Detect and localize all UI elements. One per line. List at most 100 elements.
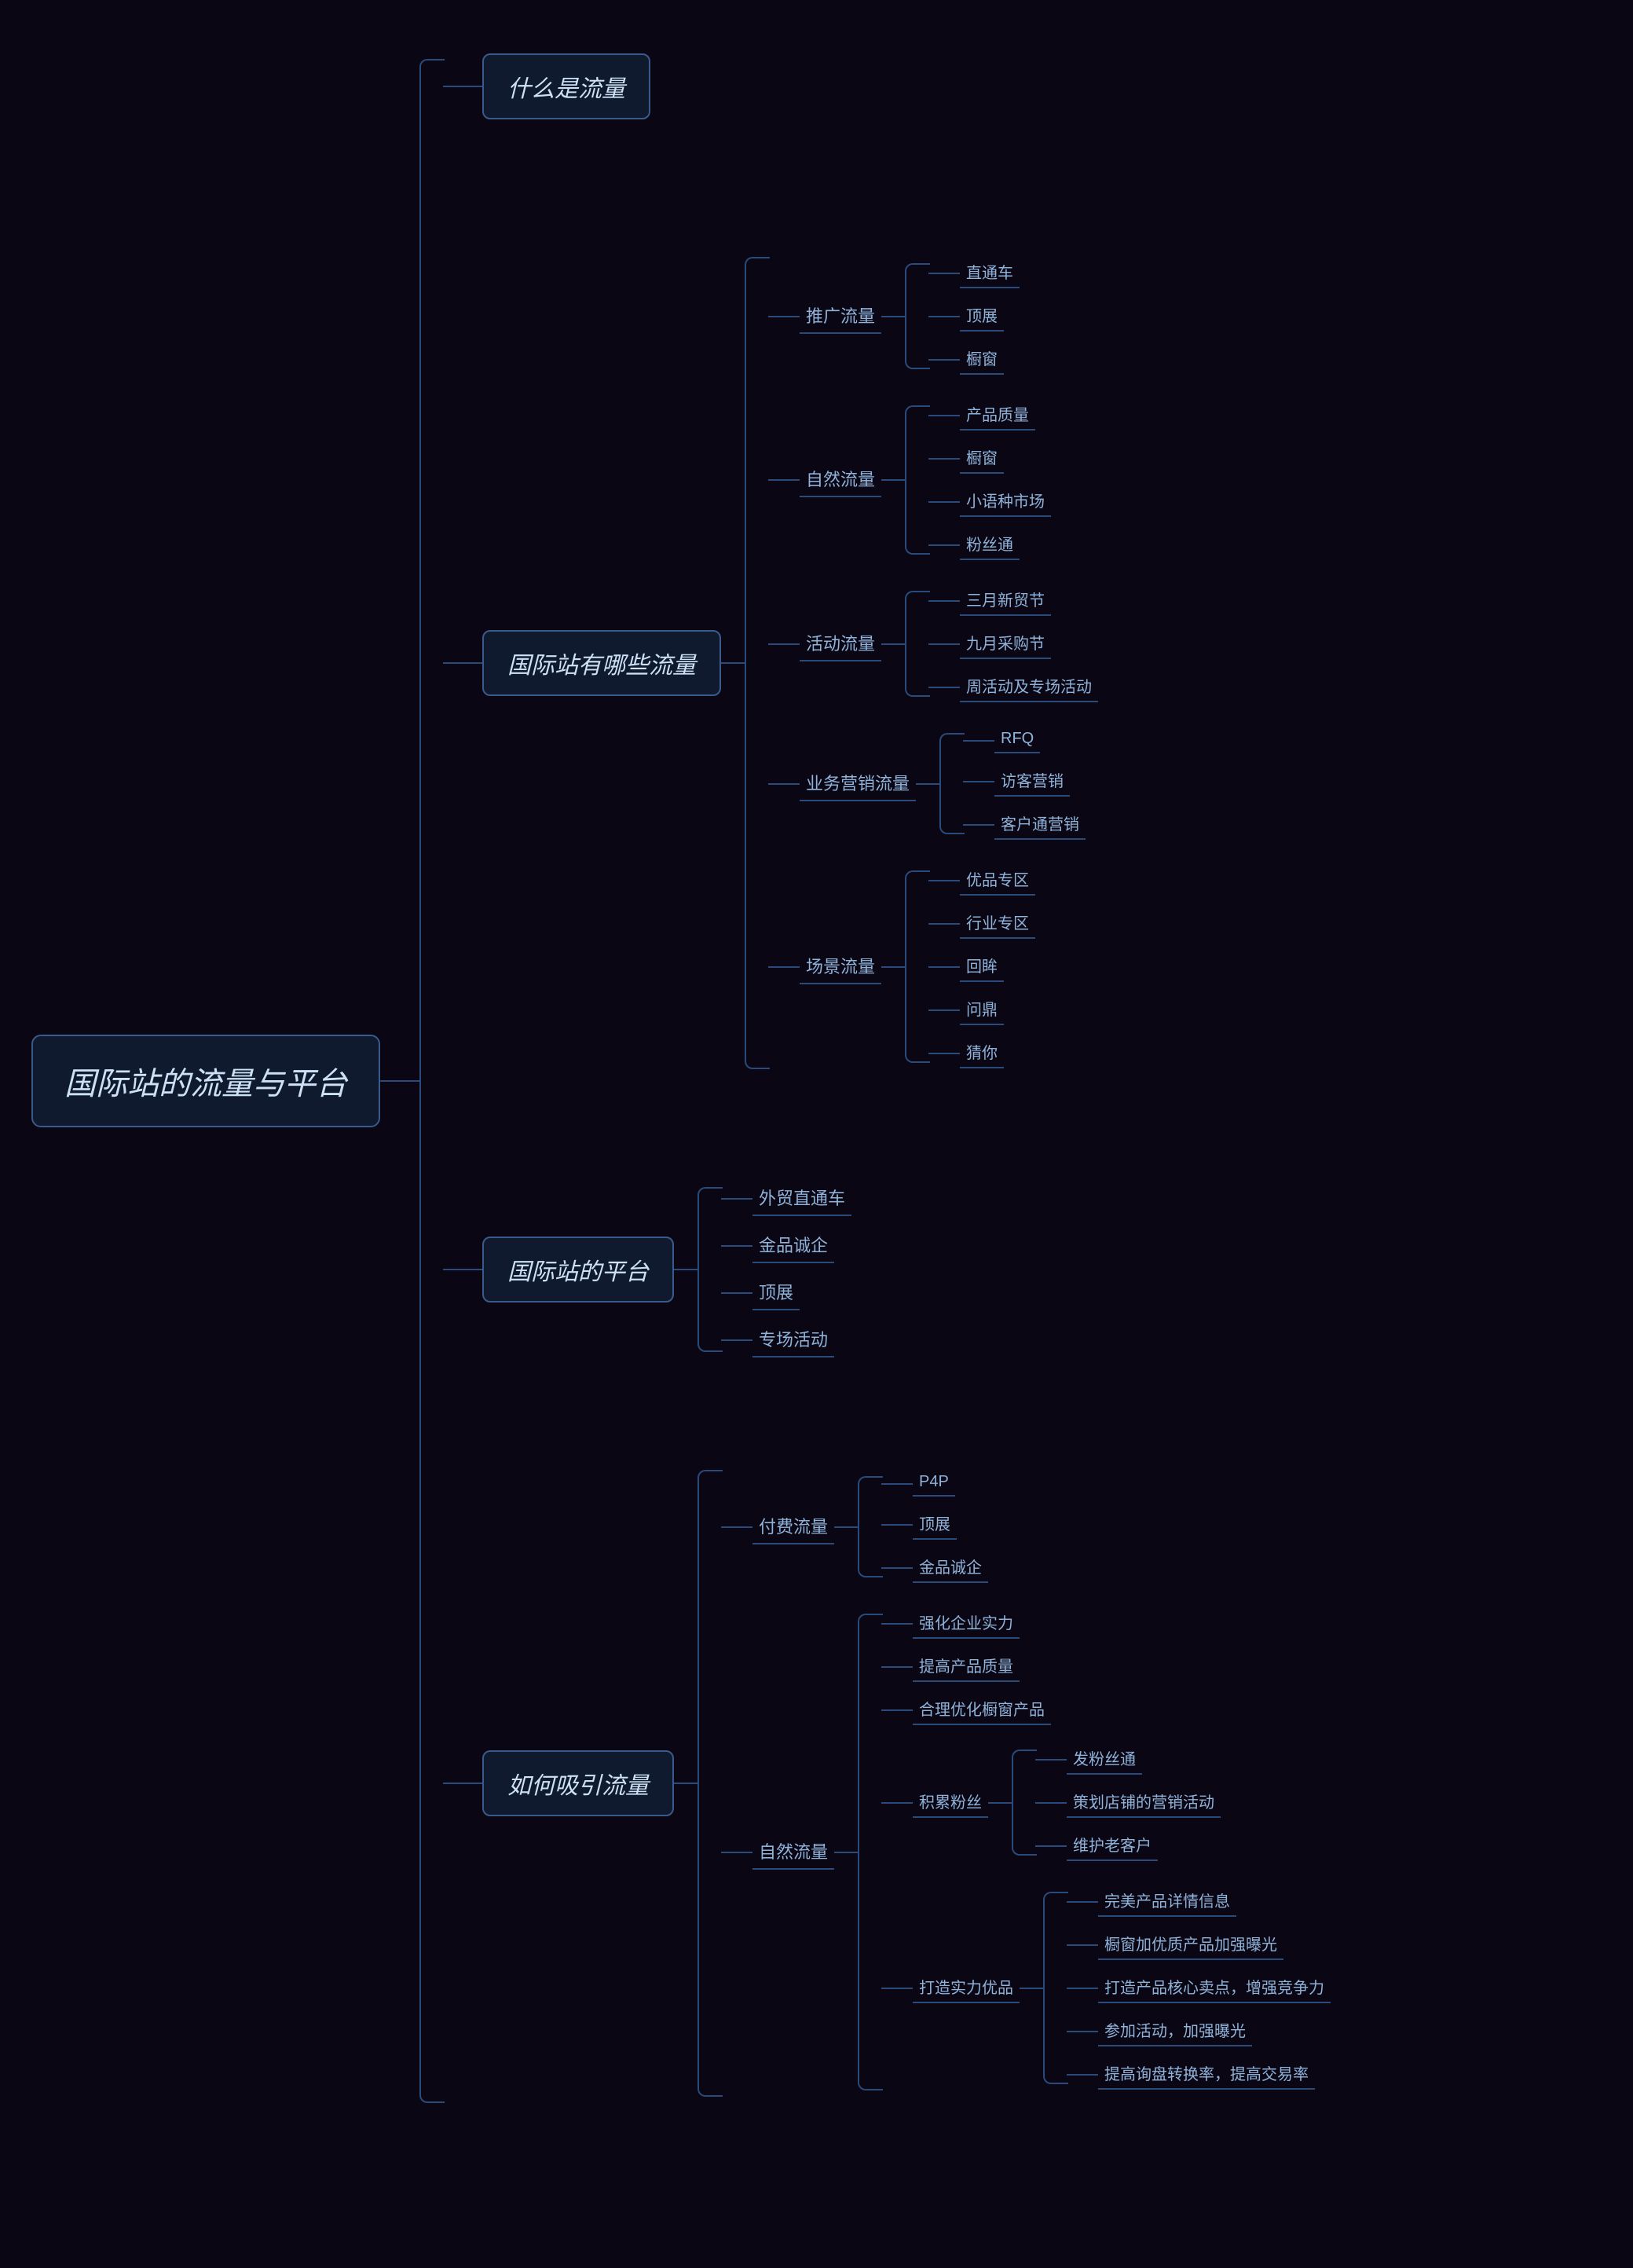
- l3-node[interactable]: 场景流量: [800, 950, 881, 984]
- leaf-row: 橱窗: [928, 344, 1020, 375]
- l3-row: 推广流量 直通车 顶展 橱窗: [768, 251, 1098, 381]
- leaf-node[interactable]: 维护老客户: [1067, 1830, 1158, 1861]
- leaf-node[interactable]: 行业专区: [960, 908, 1035, 939]
- leaf-node[interactable]: P4P: [913, 1471, 955, 1497]
- connector: [1067, 1901, 1098, 1903]
- l2-node[interactable]: 什么是流量: [482, 53, 650, 119]
- leaf-node[interactable]: 橱窗: [960, 443, 1004, 474]
- leaf-node[interactable]: 猜你: [960, 1038, 1004, 1068]
- leaf-node[interactable]: 提高询盘转换率，提高交易率: [1098, 2059, 1315, 2090]
- root-node[interactable]: 国际站的流量与平台: [31, 1035, 380, 1127]
- leaf-node[interactable]: 周活动及专场活动: [960, 672, 1098, 702]
- connector: [768, 643, 800, 645]
- leaf-row: 橱窗加优质产品加强曝光: [1067, 1929, 1331, 1960]
- l3-node[interactable]: 自然流量: [752, 1835, 834, 1870]
- l3-node[interactable]: 付费流量: [752, 1510, 834, 1544]
- l3-node[interactable]: 自然流量: [800, 463, 881, 497]
- branch-row: 国际站有哪些流量 推广流量: [443, 245, 1331, 1081]
- leaf-node[interactable]: 策划店铺的营销活动: [1067, 1787, 1221, 1818]
- leaf-row: 访客营销: [963, 766, 1086, 797]
- bracket-line: [698, 1458, 721, 2109]
- leaf-node[interactable]: 参加活动，加强曝光: [1098, 2016, 1252, 2046]
- l4-column: 三月新贸节 九月采购节 周活动及专场活动: [928, 579, 1098, 709]
- leaf-node[interactable]: 直通车: [960, 258, 1020, 288]
- branch-row: 国际站的平台 外贸直通车 金品诚企 顶展 专场活动: [443, 1175, 1331, 1364]
- connector: [881, 316, 905, 317]
- leaf-node[interactable]: 回眸: [960, 951, 1004, 982]
- l4-column: 直通车 顶展 橱窗: [928, 251, 1020, 381]
- bracket-line: [905, 251, 928, 381]
- connector: [768, 966, 800, 968]
- l5-column: 发粉丝通 策划店铺的营销活动 维护老客户: [1035, 1738, 1221, 1867]
- l3-column: 付费流量 P4P 顶展 金品诚企: [721, 1458, 1331, 2109]
- leaf-node[interactable]: 强化企业实力: [913, 1608, 1020, 1639]
- leaf-node[interactable]: 三月新贸节: [960, 585, 1051, 616]
- leaf-node[interactable]: 小语种市场: [960, 486, 1051, 517]
- leaf-node[interactable]: 问鼎: [960, 995, 1004, 1025]
- leaf-row: 回眸: [928, 951, 1035, 982]
- l3-node[interactable]: 推广流量: [800, 299, 881, 334]
- root-bracket: 什么是流量 国际站有哪些流量 推广流量: [419, 47, 1331, 2115]
- l3-bracket: RFQ 访客营销 客户通营销: [939, 721, 1086, 846]
- l4-node[interactable]: 积累粉丝: [913, 1787, 988, 1818]
- l4-bracket: 发粉丝通 策划店铺的营销活动 维护老客户: [1012, 1738, 1221, 1867]
- leaf-node[interactable]: 粉丝通: [960, 529, 1020, 560]
- leaf-node[interactable]: 提高产品质量: [913, 1651, 1020, 1682]
- branch-row: 如何吸引流量 付费流量: [443, 1458, 1331, 2109]
- leaf-node[interactable]: 顶展: [913, 1509, 957, 1540]
- leaf-node[interactable]: 金品诚企: [913, 1552, 988, 1583]
- leaf-node[interactable]: 九月采购节: [960, 628, 1051, 659]
- l3-row: 自然流量 强化企业实力 提高产品质量 合理优化橱窗产品: [721, 1602, 1331, 2102]
- l2-node[interactable]: 国际站有哪些流量: [482, 630, 721, 696]
- l3-node[interactable]: 业务营销流量: [800, 767, 916, 801]
- leaf-node[interactable]: 橱窗加优质产品加强曝光: [1098, 1929, 1283, 1960]
- connector: [928, 880, 960, 881]
- leaf-node[interactable]: 金品诚企: [752, 1229, 834, 1263]
- leaf-node[interactable]: RFQ: [994, 727, 1040, 753]
- bracket-line: [745, 245, 768, 1081]
- connector: [916, 783, 939, 785]
- leaf-row: 维护老客户: [1035, 1830, 1221, 1861]
- connector: [928, 600, 960, 602]
- leaf-node[interactable]: 发粉丝通: [1067, 1744, 1142, 1775]
- leaf-row: RFQ: [963, 727, 1086, 753]
- leaf-node[interactable]: 专场活动: [752, 1323, 834, 1358]
- leaf-node[interactable]: 产品质量: [960, 400, 1035, 431]
- l2-node[interactable]: 国际站的平台: [482, 1237, 674, 1303]
- l3-node[interactable]: 活动流量: [800, 627, 881, 661]
- connector: [928, 1009, 960, 1011]
- leaf-node[interactable]: 外贸直通车: [752, 1182, 851, 1216]
- l2-node[interactable]: 如何吸引流量: [482, 1750, 674, 1816]
- l4-node[interactable]: 打造实力优品: [913, 1973, 1020, 2003]
- connector: [443, 1269, 482, 1270]
- l4-column: P4P 顶展 金品诚企: [881, 1464, 988, 1589]
- leaf-node[interactable]: 打造产品核心卖点，增强竞争力: [1098, 1973, 1331, 2003]
- connector: [928, 316, 960, 317]
- leaf-row: 策划店铺的营销活动: [1035, 1787, 1221, 1818]
- leaf-row: 周活动及专场活动: [928, 672, 1098, 702]
- leaf-node[interactable]: 橱窗: [960, 344, 1004, 375]
- connector: [1020, 1988, 1043, 1989]
- connector: [1067, 1944, 1098, 1946]
- connector: [443, 86, 482, 87]
- leaf-node[interactable]: 合理优化橱窗产品: [913, 1695, 1051, 1725]
- l2-bracket: 付费流量 P4P 顶展 金品诚企: [698, 1458, 1331, 2109]
- leaf-row: 金品诚企: [881, 1552, 988, 1583]
- leaf-node[interactable]: 访客营销: [994, 766, 1070, 797]
- l3-bracket: P4P 顶展 金品诚企: [858, 1464, 988, 1589]
- connector: [768, 479, 800, 481]
- leaf-node[interactable]: 客户通营销: [994, 809, 1086, 840]
- leaf-node[interactable]: 顶展: [960, 301, 1004, 332]
- connector: [1067, 2074, 1098, 2076]
- connector: [928, 687, 960, 688]
- leaf-node[interactable]: 优品专区: [960, 865, 1035, 896]
- connector: [443, 1783, 482, 1784]
- l4-column: 优品专区 行业专区 回眸 问鼎 猜你: [928, 859, 1035, 1075]
- root-level: 国际站的流量与平台 什么是流量 国际站有哪些流量: [31, 47, 1602, 2115]
- leaf-row: 三月新贸节: [928, 585, 1098, 616]
- connector: [928, 501, 960, 503]
- connector: [928, 544, 960, 546]
- leaf-node[interactable]: 顶展: [752, 1276, 800, 1310]
- leaf-node[interactable]: 完美产品详情信息: [1098, 1886, 1236, 1917]
- connector: [674, 1783, 698, 1784]
